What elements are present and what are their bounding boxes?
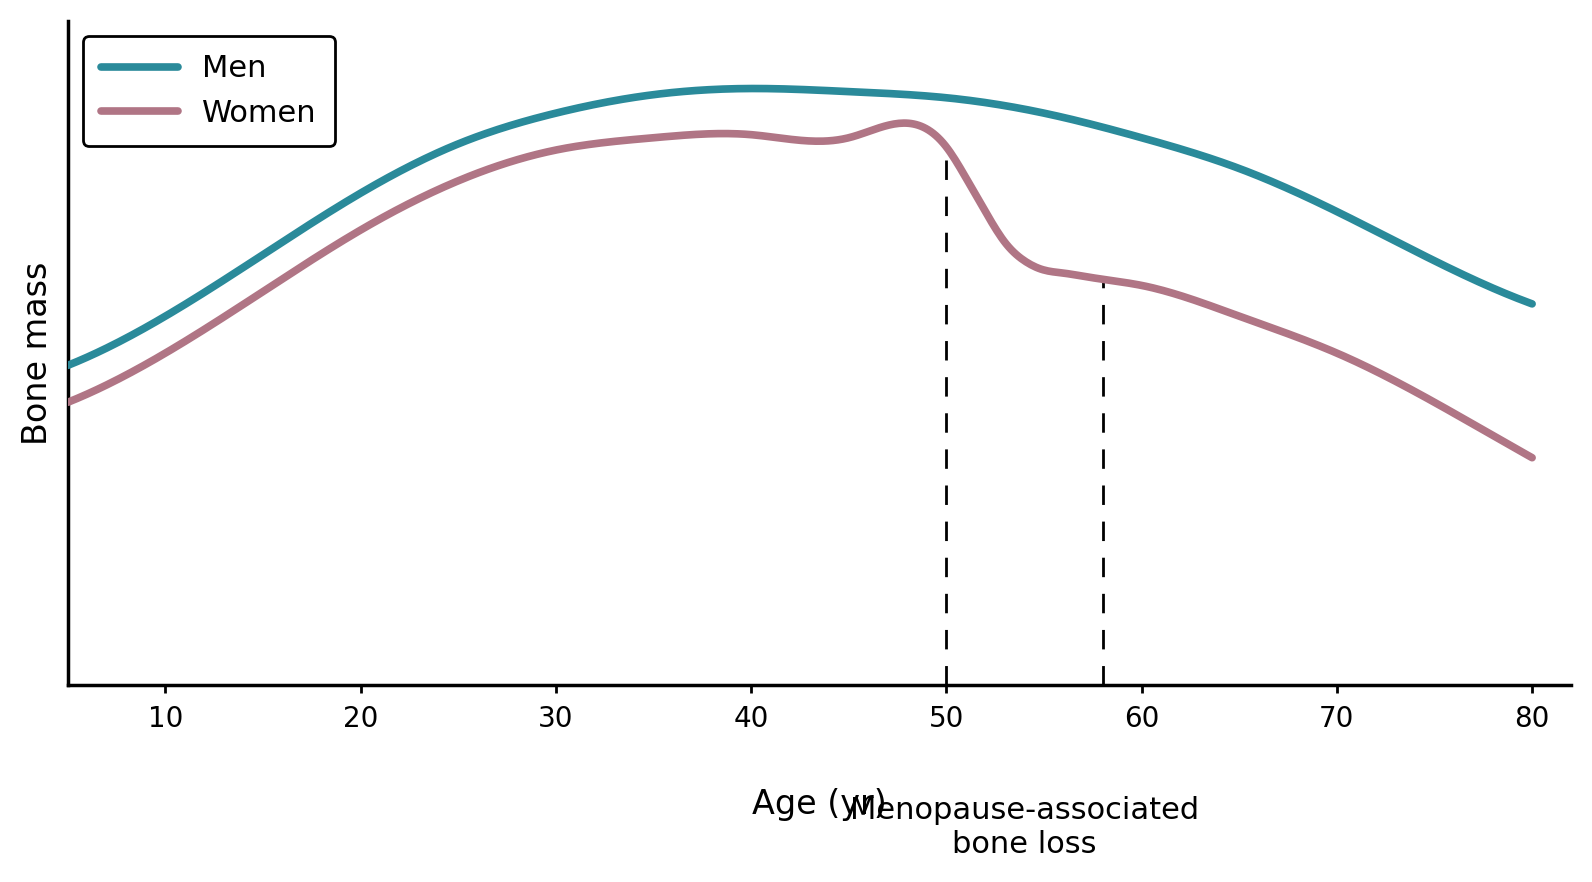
Women (59, 397, 78, 407)
Men (721, 84, 740, 94)
Line: Women: Women (68, 123, 1532, 458)
Men (1522, 299, 1541, 310)
Men (435, 145, 454, 155)
X-axis label: Age (yr): Age (yr) (751, 789, 887, 821)
Legend: Men, Women: Men, Women (83, 36, 336, 146)
Women (435, 182, 454, 192)
Men (59, 360, 78, 370)
Y-axis label: Bone mass: Bone mass (21, 261, 54, 445)
Men (1038, 108, 1057, 119)
Men (745, 83, 764, 93)
Line: Men: Men (68, 88, 1532, 365)
Women (721, 129, 740, 139)
Text: Menopause-associated
bone loss: Menopause-associated bone loss (850, 796, 1199, 859)
Men (317, 208, 336, 219)
Women (1164, 288, 1183, 298)
Women (1522, 452, 1541, 463)
Women (895, 118, 914, 129)
Women (317, 245, 336, 256)
Women (1038, 265, 1057, 276)
Men (923, 91, 942, 101)
Women (923, 128, 942, 138)
Men (1164, 141, 1183, 152)
